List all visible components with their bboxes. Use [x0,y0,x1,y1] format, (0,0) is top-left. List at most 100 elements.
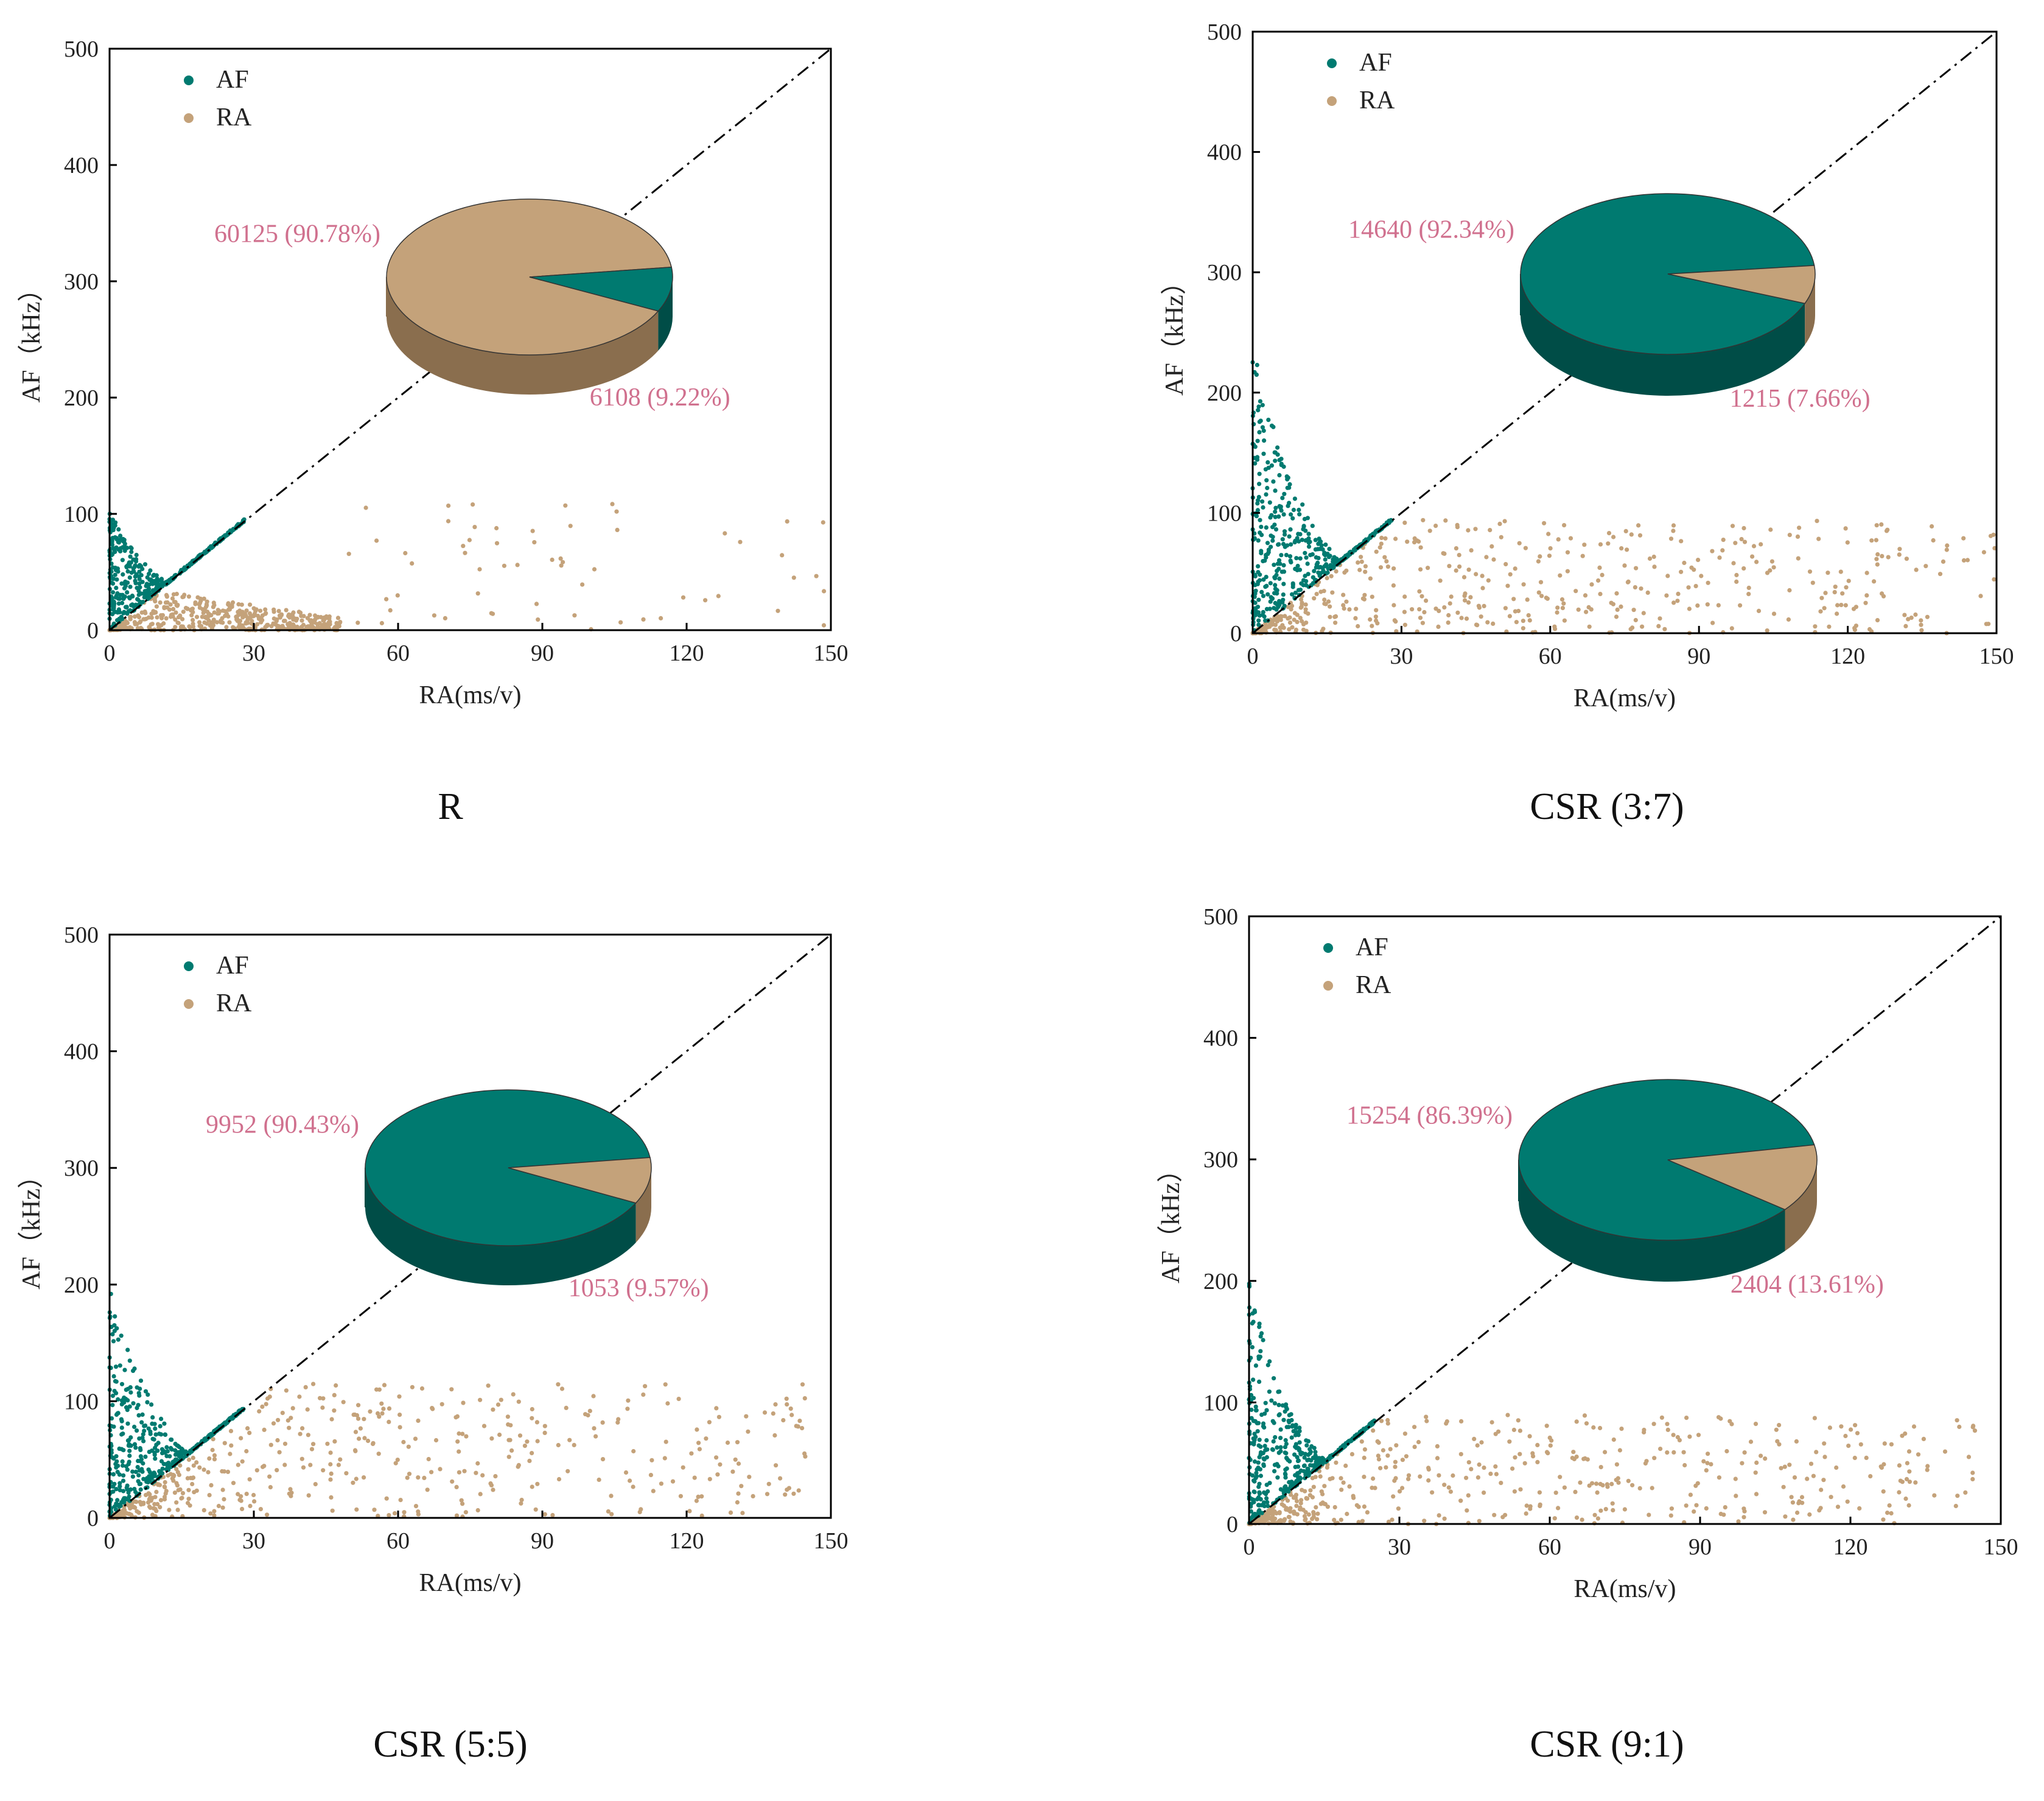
af-point [1289,512,1293,517]
af-point [1281,512,1286,517]
ra-point [1897,1463,1902,1468]
af-point [1256,618,1261,623]
ra-point [156,1483,161,1487]
ra-point [326,623,331,628]
af-point [1281,1417,1286,1422]
ra-point [432,613,437,618]
af-point [136,1403,141,1408]
ra-point [1600,1483,1605,1487]
y-axis-title: AF（kHz） [18,276,46,403]
af-point [1253,608,1258,613]
ra-point [1376,1457,1381,1462]
ra-point [592,567,597,572]
ra-point [678,1494,683,1498]
af-point [1254,372,1259,377]
ra-point [1492,1512,1497,1517]
af-point [1261,1421,1266,1426]
af-point [1323,557,1328,562]
ra-point [1955,1418,1959,1423]
ra-point [735,1440,740,1445]
ra-point [201,1467,206,1472]
ra-point [158,1504,163,1509]
ra-point [1794,1439,1799,1444]
af-point [128,545,133,550]
ra-point [1556,1506,1561,1511]
ra-point [1373,1486,1377,1490]
af-point [1257,1324,1262,1329]
af-point [1292,1452,1297,1457]
ra-point [236,1462,240,1467]
af-point [1276,605,1281,609]
af-point [147,592,152,597]
ra-point [494,525,499,531]
af-point [136,564,141,569]
af-point [1281,464,1286,469]
af-point [1278,1436,1283,1441]
af-point [1253,588,1258,593]
af-point [147,571,152,577]
ra-point [227,620,232,625]
af-point [1265,485,1270,491]
af-point [1250,1473,1255,1478]
ra-point [450,1479,455,1484]
ra-point [197,1465,202,1470]
ra-point [282,1462,287,1467]
ra-point [299,1456,304,1461]
ra-point [600,1457,606,1462]
af-point [1256,597,1261,602]
af-point [1276,558,1282,563]
af-point [119,1425,124,1430]
ra-point [1846,578,1851,583]
ra-point [475,591,480,596]
af-point [133,1445,138,1450]
af-point [1295,563,1300,569]
af-point [1313,547,1318,552]
af-point [1256,622,1261,627]
ra-point [262,1427,267,1432]
af-point [1261,451,1266,456]
ra-point [164,594,169,599]
ra-point [530,1484,534,1489]
af-point [110,1403,115,1408]
ra-point [1339,1517,1343,1522]
ra-point [1704,1468,1709,1473]
af-point [1283,1467,1288,1472]
ra-point [1424,1419,1429,1424]
ra-point [1347,607,1352,612]
ra-point [1547,553,1552,558]
ra-point [1682,1462,1687,1468]
ra-point [1354,606,1359,611]
af-point [1282,529,1287,534]
ra-point [1734,579,1739,585]
ra-point [785,1402,789,1407]
ra-point [1421,518,1426,522]
ra-point [1821,1478,1826,1483]
af-point [173,1448,178,1453]
af-point [1262,1425,1267,1430]
ra-point [172,600,177,605]
ra-point [1353,616,1358,621]
ra-point [1524,1511,1528,1516]
x-tick-label: 150 [1984,1534,2018,1560]
ra-point [1298,597,1304,602]
ra-point [663,1439,668,1444]
ra-point [1370,623,1374,628]
ra-point [1615,1476,1620,1481]
af-point [1283,1445,1287,1450]
ra-point [264,611,268,616]
ra-point [1517,1428,1522,1433]
af-point [1331,559,1335,564]
ra-point [499,1397,503,1402]
ra-point [186,1501,191,1506]
ra-point [1640,624,1645,629]
ra-point [1465,1508,1469,1513]
ra-point [243,611,248,617]
af-point [1281,592,1286,597]
ra-point [1839,1424,1844,1429]
ra-point [330,1508,335,1513]
ra-point [401,1439,406,1445]
ra-point [1277,1510,1282,1515]
ra-point [254,1468,259,1473]
ra-point [1277,1518,1282,1523]
ra-point [1371,1428,1376,1433]
